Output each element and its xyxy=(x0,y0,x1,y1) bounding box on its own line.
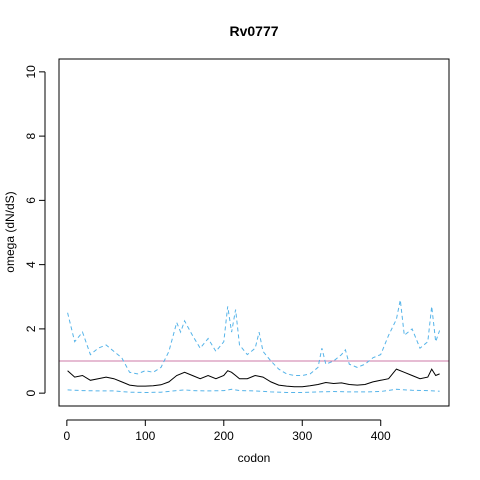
x-tick-label: 400 xyxy=(371,429,391,443)
y-tick-label: 8 xyxy=(24,132,38,139)
x-axis: 0 100 200 300 400 xyxy=(64,419,391,443)
plot-frame xyxy=(58,58,450,407)
x-axis-label: codon xyxy=(238,451,271,465)
x-tick-label: 100 xyxy=(135,429,155,443)
omega-mean-line xyxy=(67,368,440,388)
y-tick-label: 4 xyxy=(24,261,38,268)
y-tick-label: 2 xyxy=(24,325,38,332)
y-axis-label: omega (dN/dS) xyxy=(3,191,17,272)
y-tick-label: 0 xyxy=(24,389,38,396)
omega-upper-bound-line xyxy=(67,299,441,376)
x-tick-label: 0 xyxy=(64,429,71,443)
y-tick-label: 6 xyxy=(24,197,38,204)
x-tick-label: 200 xyxy=(214,429,234,443)
omega-lower-bound-line xyxy=(67,388,440,394)
y-axis: 0 2 4 6 8 10 xyxy=(24,65,46,396)
chart-title: Rv0777 xyxy=(229,23,278,39)
y-tick-label: 10 xyxy=(24,65,38,79)
x-tick-label: 300 xyxy=(292,429,312,443)
